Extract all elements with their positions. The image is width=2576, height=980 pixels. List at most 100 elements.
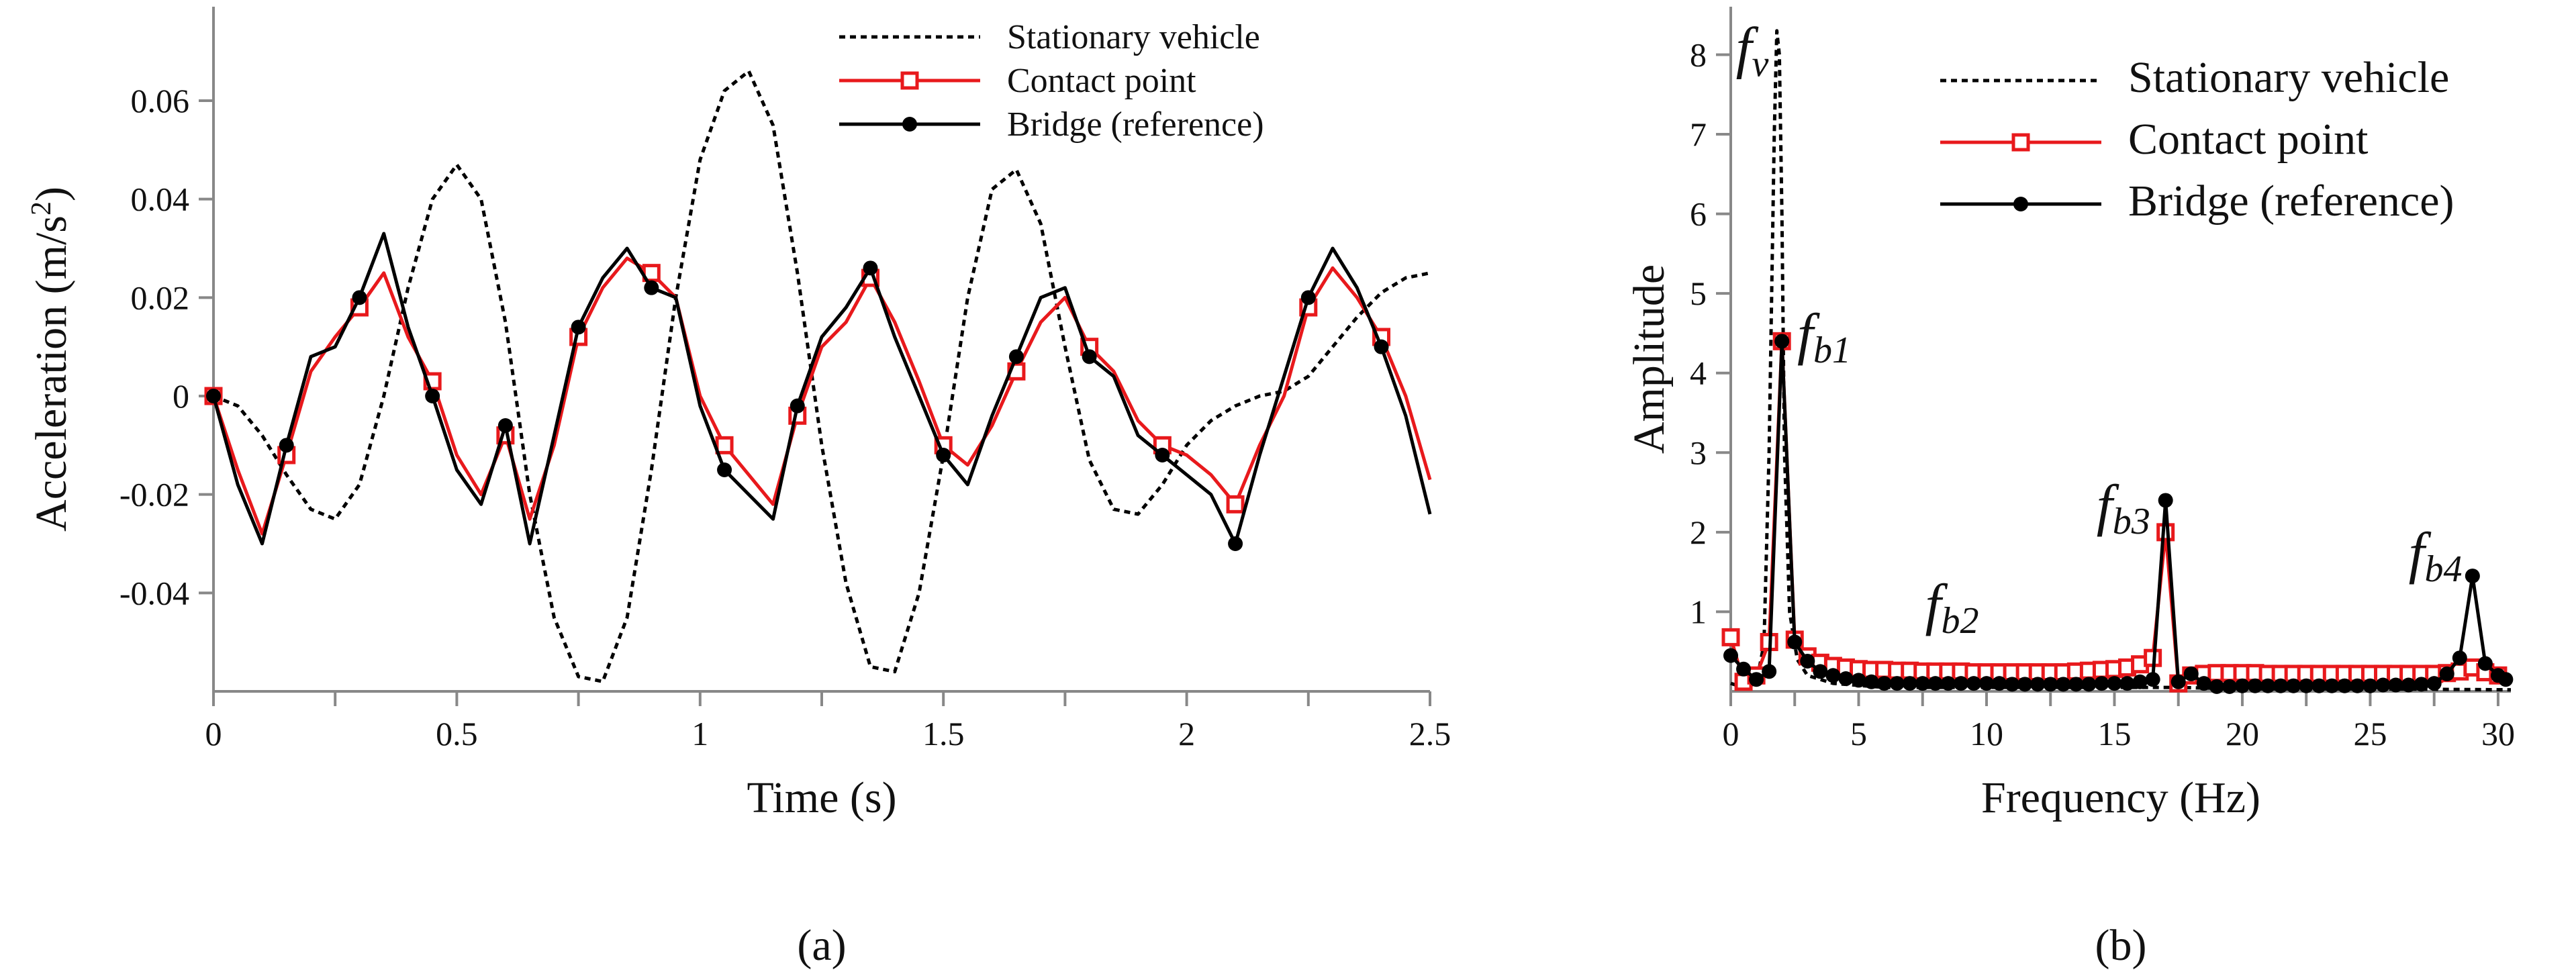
legend: Stationary vehicle Contact point Bridge (r… [1940, 53, 2454, 226]
series-point [644, 280, 659, 295]
series-point [2005, 677, 2020, 692]
series-point [2234, 678, 2250, 693]
series-point [2452, 650, 2467, 666]
series-point [425, 389, 440, 403]
series-point [2426, 676, 2442, 691]
legend-marker [2011, 133, 2030, 152]
series-line [211, 256, 1432, 536]
series-point [1226, 495, 1245, 513]
x-tick-label: 1 [691, 715, 708, 752]
series-point [2363, 678, 2378, 693]
series-point [1864, 674, 1879, 689]
series-point [1721, 628, 1740, 646]
y-tick-label: -0.04 [120, 574, 189, 611]
series-point [2350, 678, 2365, 693]
y-tick-label: -0.02 [120, 476, 189, 513]
series-point [206, 389, 221, 403]
series-point [2107, 676, 2122, 691]
x-tick-label: 1.5 [922, 715, 965, 752]
series-point [2094, 676, 2109, 691]
legend-label: Stationary vehicle [2128, 53, 2449, 102]
series-point [1889, 676, 1905, 691]
series-point [1851, 673, 1866, 688]
series-point [2145, 672, 2160, 687]
series-point [2477, 656, 2493, 671]
series-point [715, 436, 734, 454]
legend-label: Contact point [2128, 115, 2368, 164]
series-point [1927, 676, 1943, 691]
series-point [2388, 677, 2403, 693]
series-point [2209, 679, 2224, 694]
y-tick-label: 1 [1690, 593, 1707, 630]
series-point [1953, 676, 1968, 691]
x-tick-label: 0.5 [436, 715, 478, 752]
series-point [2248, 678, 2263, 693]
series-point [1228, 536, 1243, 551]
peak-annotation: fb4 [2409, 520, 2463, 590]
y-axis-title: Acceleration (m/s2) [26, 187, 76, 532]
series-point [2324, 678, 2340, 693]
series-stationary-vehicle [1730, 29, 2512, 692]
series-point [2043, 677, 2058, 692]
series-point [2414, 677, 2429, 692]
y-tick-label: 0.06 [131, 82, 190, 119]
series-point [1876, 676, 1892, 691]
x-tick-label: 0 [205, 715, 222, 752]
y-axis-title: Amplitude [1625, 264, 1674, 454]
series-point [2401, 677, 2416, 693]
series-point [1825, 668, 1841, 683]
series-point [1800, 653, 1815, 669]
series-point [936, 448, 951, 462]
y-tick-label: 0.02 [131, 279, 190, 316]
x-tick-label: 5 [1850, 715, 1867, 752]
y-tick-label: 2 [1690, 513, 1707, 551]
series-line [213, 69, 1431, 683]
series-point [1749, 672, 1764, 687]
series-point [2183, 666, 2199, 681]
y-tick-label: 0 [173, 377, 189, 415]
series-point [1902, 676, 1917, 691]
legend-marker [2013, 197, 2028, 211]
series-point [2311, 678, 2327, 693]
y-tick-label: 3 [1690, 434, 1707, 471]
series-point [1762, 664, 1777, 679]
peak-annotation: fb2 [1925, 572, 1979, 642]
x-tick-label: 30 [2481, 715, 2515, 752]
series-point [1082, 349, 1097, 364]
series-point [2156, 523, 2175, 542]
series-point [1915, 676, 1930, 691]
series-line [211, 232, 1432, 546]
y-tick-label: 8 [1690, 36, 1707, 73]
y-tick-label: 7 [1690, 115, 1707, 153]
series-point [2119, 676, 2135, 691]
series-point [1838, 671, 1854, 687]
legend-label: Stationary vehicle [1007, 18, 1260, 56]
series-point [2132, 674, 2148, 689]
legend-label: Contact point [1007, 62, 1196, 100]
series-point [2337, 678, 2352, 693]
series-point [1736, 661, 1752, 677]
series-point [1992, 676, 2007, 691]
x-tick-label: 2 [1178, 715, 1195, 752]
series-point [1813, 664, 1828, 679]
series-bridge-reference- [206, 232, 1432, 551]
peak-annotation: fb3 [2097, 473, 2150, 542]
series-point [717, 462, 732, 477]
series-stationary-vehicle [213, 69, 1431, 683]
series-point [2498, 672, 2514, 687]
peak-annotation: fv [1736, 15, 1769, 85]
series-point [1940, 676, 1956, 691]
chart-a: 0 0.5 1 1.5 2 2.5 -0.04 -0.02 0 0.02 0.04 0.06 Time … [26, 7, 1451, 970]
x-tick-label: 15 [2097, 715, 2131, 752]
series-point [2465, 569, 2480, 584]
y-tick-label: 5 [1690, 275, 1707, 312]
x-tick-label: 0 [1723, 715, 1739, 752]
series-point [2222, 679, 2237, 694]
series-point [790, 398, 805, 413]
legend-marker [902, 117, 917, 132]
series-point [1774, 334, 1790, 349]
series-point [2017, 677, 2033, 692]
x-tick-label: 25 [2353, 715, 2387, 752]
legend: Stationary vehicle Contact point Bridge (r… [839, 18, 1264, 144]
